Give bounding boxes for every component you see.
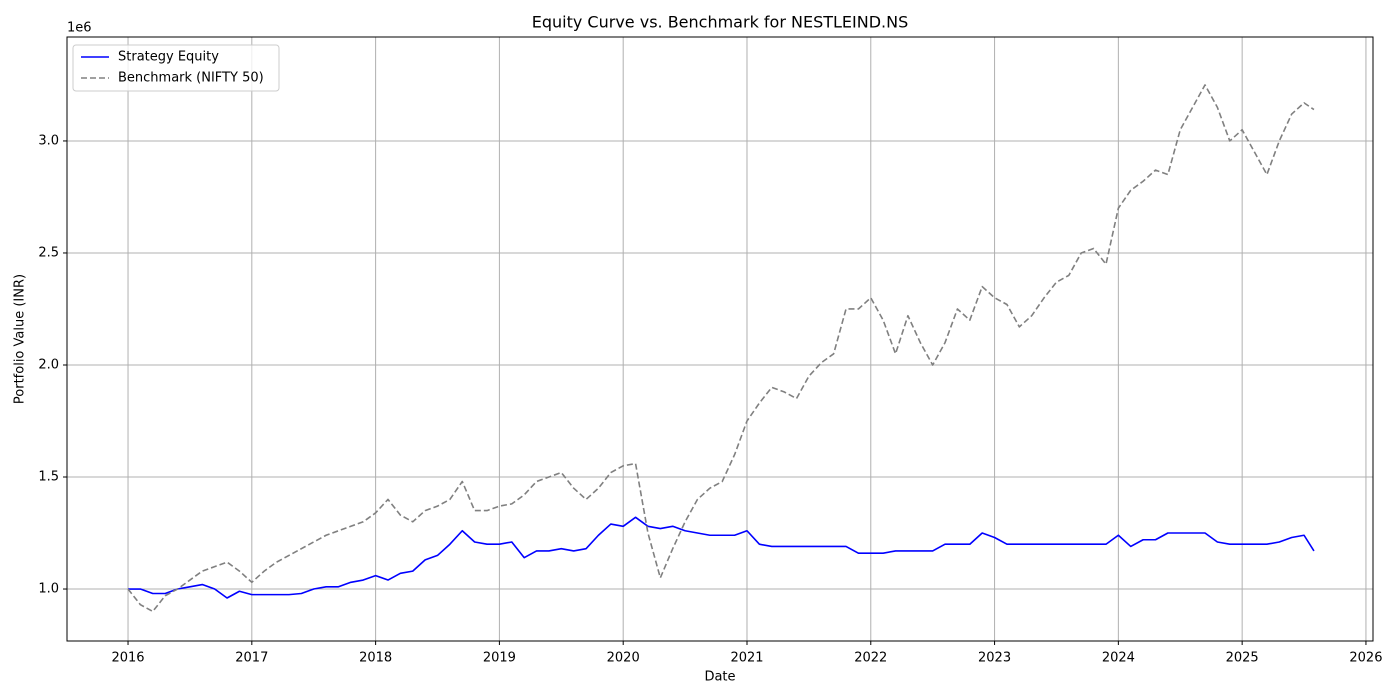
y-tick-label: 2.5 (38, 245, 59, 260)
legend-label: Strategy Equity (118, 50, 219, 65)
series-line (127, 84, 1315, 613)
x-tick-label: 2021 (730, 651, 763, 666)
x-tick-label: 2022 (854, 651, 887, 666)
y-axis-label: Portfolio Value (INR) (13, 274, 28, 404)
y-offset-label: 1e6 (67, 21, 92, 36)
legend: Strategy Equity Benchmark (NIFTY 50) (72, 44, 280, 92)
x-tick-label: 2017 (235, 651, 268, 666)
x-tick-label: 2018 (359, 651, 392, 666)
x-tick-label: 2020 (607, 651, 640, 666)
series-line (128, 516, 1315, 599)
y-tick-label: 1.5 (38, 470, 59, 485)
x-axis-label: Date (704, 670, 735, 685)
plot-frame (66, 36, 1374, 642)
y-tick-label: 3.0 (38, 133, 59, 148)
x-tick-label: 2023 (978, 651, 1011, 666)
y-tick-label: 1.0 (38, 582, 59, 597)
x-tick-label: 2016 (111, 651, 144, 666)
x-tick-label: 2025 (1226, 651, 1259, 666)
x-tick-label: 2024 (1102, 651, 1135, 666)
y-tick-label: 2.0 (38, 357, 59, 372)
x-tick-label: 2026 (1349, 651, 1382, 666)
chart-title: Equity Curve vs. Benchmark for NESTLEIND… (532, 13, 909, 32)
legend-label: Benchmark (NIFTY 50) (118, 71, 264, 86)
x-tick-label: 2019 (483, 651, 516, 666)
legend-box (72, 44, 280, 92)
